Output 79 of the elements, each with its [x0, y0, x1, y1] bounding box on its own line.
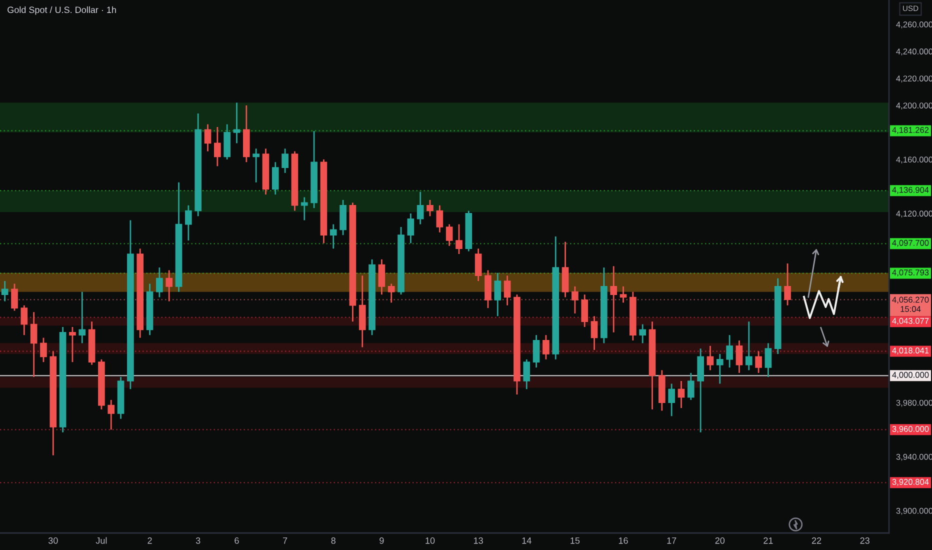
candlestick	[726, 334, 733, 368]
x-tick-label: 17	[667, 538, 676, 544]
ref-line-label: 3,960.000	[892, 426, 929, 433]
x-tick-label: 30	[48, 537, 58, 544]
candlestick	[69, 326, 76, 363]
candlestick	[474, 248, 482, 282]
candlestick	[30, 311, 38, 378]
candlestick	[572, 286, 578, 314]
candlestick	[214, 126, 221, 167]
candlestick	[272, 161, 279, 196]
candlestick	[706, 345, 714, 371]
candlestick	[185, 204, 192, 242]
ref-line-label: 4,075.793	[892, 270, 929, 276]
x-tick-label: 14	[522, 538, 532, 544]
x-tick-label: 15	[570, 538, 580, 544]
ref-line-label: 4,056.270 15:04	[892, 296, 929, 312]
x-tick-label: 22	[812, 537, 822, 544]
candlestick	[20, 304, 28, 336]
x-tick-label: 13	[474, 537, 483, 544]
candlestick	[426, 199, 434, 217]
candlestick	[620, 286, 627, 304]
candlestick	[639, 324, 646, 344]
candlestick	[542, 334, 550, 360]
candlestick	[590, 315, 598, 351]
candlestick	[523, 358, 530, 390]
ref-line-label: 4,018.041	[892, 348, 929, 354]
candlestick	[78, 291, 86, 344]
x-tick-label: 23	[860, 537, 870, 544]
candlestick	[581, 294, 588, 328]
candlestick	[678, 380, 685, 409]
candlestick	[388, 283, 395, 304]
x-tick-label: 21	[764, 537, 773, 544]
x-tick-label: 2	[148, 537, 152, 544]
candlestick	[11, 283, 18, 312]
candlestick	[330, 224, 337, 250]
candlestick	[687, 372, 694, 401]
candlestick	[446, 224, 453, 247]
candlestick	[252, 148, 260, 184]
candlestick	[716, 353, 724, 384]
candlestick	[755, 350, 762, 374]
text: Gold Spot / U.S. Dollar · 1h	[8, 6, 116, 15]
candlestick	[416, 191, 424, 225]
candlestick	[156, 266, 163, 298]
candlestick	[40, 337, 47, 363]
candlestick	[407, 212, 414, 244]
candlestick	[108, 399, 115, 430]
candlestick	[494, 272, 502, 317]
ref-line-label: 4,043.077	[892, 318, 929, 325]
candlestick	[282, 148, 288, 174]
candlestick	[233, 102, 240, 144]
ref-line-label: 3,920.804	[892, 478, 929, 486]
x-tick-label: Jul	[96, 537, 107, 544]
x-tick-label: 8	[331, 537, 336, 544]
candlestick	[784, 262, 791, 306]
x-tick-label: 10	[426, 537, 435, 544]
ref-line-label: 4,000.000	[892, 372, 929, 379]
x-tick-label: 20	[715, 537, 725, 544]
x-tick-label: 16	[618, 537, 628, 544]
candlestick	[668, 383, 675, 417]
candlestick	[436, 204, 444, 234]
candlestick	[745, 320, 752, 371]
candlestick	[532, 334, 540, 368]
ref-line-label: 4,136.904	[892, 186, 929, 194]
candlestick	[504, 274, 511, 306]
candlestick	[764, 342, 772, 378]
ref-line-label: 4,181.262	[892, 127, 929, 134]
x-tick-label: 3	[196, 537, 200, 544]
candlestick	[300, 196, 308, 221]
candlestick	[456, 224, 462, 255]
candlestick	[610, 265, 618, 334]
candlestick	[204, 124, 212, 152]
x-tick-label: 6	[234, 537, 239, 544]
candlestick	[736, 340, 743, 374]
x-tick-label: 7	[283, 538, 288, 544]
ref-line-label: 4,097.700	[892, 240, 929, 247]
candlestick	[378, 258, 386, 296]
candlestick	[166, 270, 173, 302]
x-tick-label: 9	[380, 537, 384, 544]
candlestick	[1, 280, 8, 302]
